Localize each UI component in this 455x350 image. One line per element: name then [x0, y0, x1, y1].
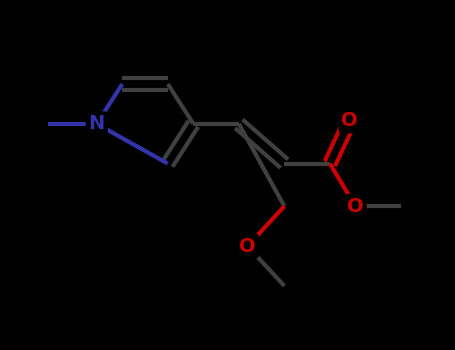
Text: O: O	[347, 197, 364, 216]
Text: O: O	[341, 111, 358, 131]
Text: N: N	[89, 114, 105, 133]
Text: O: O	[239, 237, 256, 256]
